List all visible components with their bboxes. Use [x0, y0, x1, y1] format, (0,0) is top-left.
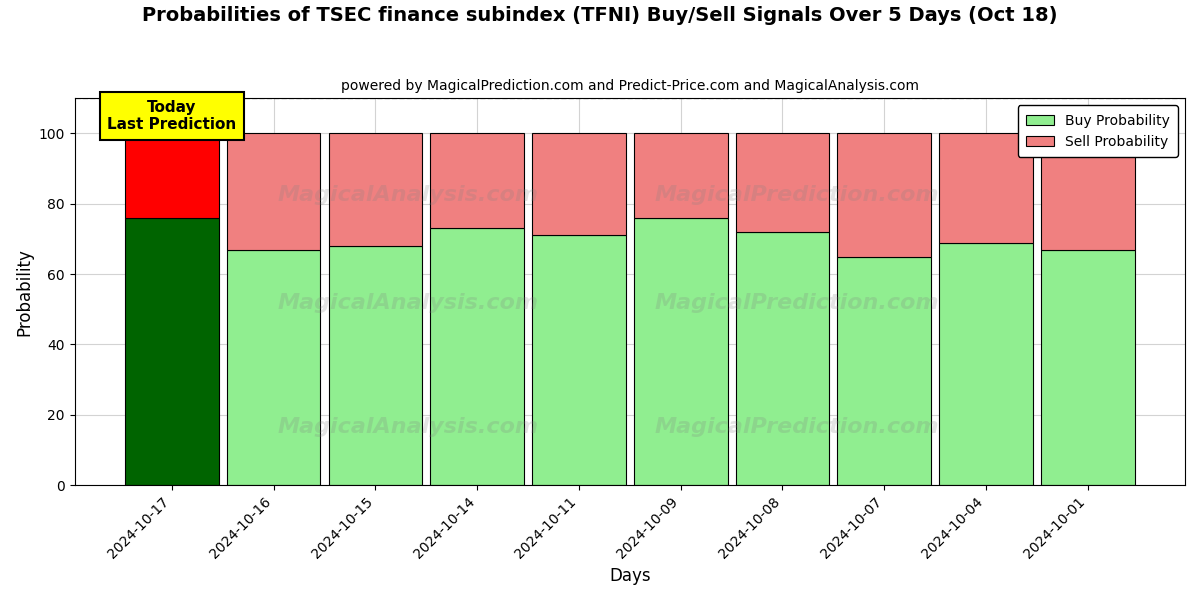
Bar [227, 250, 320, 485]
Text: MagicalAnalysis.com: MagicalAnalysis.com [277, 185, 539, 205]
Bar [431, 133, 524, 229]
Bar [329, 246, 422, 485]
Bar [125, 218, 218, 485]
Bar [1040, 250, 1134, 485]
Bar [329, 133, 422, 246]
Bar [634, 133, 727, 218]
Bar [736, 232, 829, 485]
Bar [940, 133, 1033, 242]
Bar [125, 133, 218, 218]
Text: MagicalAnalysis.com: MagicalAnalysis.com [277, 417, 539, 437]
Bar [838, 133, 931, 257]
Bar [1040, 133, 1134, 250]
Bar [227, 133, 320, 250]
Text: Probabilities of TSEC finance subindex (TFNI) Buy/Sell Signals Over 5 Days (Oct : Probabilities of TSEC finance subindex (… [143, 6, 1057, 25]
Bar [940, 242, 1033, 485]
Bar [838, 257, 931, 485]
Bar [532, 133, 625, 235]
Text: MagicalAnalysis.com: MagicalAnalysis.com [277, 293, 539, 313]
Text: Today
Last Prediction: Today Last Prediction [107, 100, 236, 132]
X-axis label: Days: Days [610, 567, 650, 585]
Y-axis label: Probability: Probability [16, 248, 34, 335]
Text: MagicalPrediction.com: MagicalPrediction.com [654, 417, 938, 437]
Bar [634, 218, 727, 485]
Title: powered by MagicalPrediction.com and Predict-Price.com and MagicalAnalysis.com: powered by MagicalPrediction.com and Pre… [341, 79, 919, 93]
Text: MagicalPrediction.com: MagicalPrediction.com [654, 185, 938, 205]
Text: MagicalPrediction.com: MagicalPrediction.com [654, 293, 938, 313]
Bar [736, 133, 829, 232]
Bar [431, 229, 524, 485]
Legend: Buy Probability, Sell Probability: Buy Probability, Sell Probability [1018, 105, 1178, 157]
Bar [532, 235, 625, 485]
